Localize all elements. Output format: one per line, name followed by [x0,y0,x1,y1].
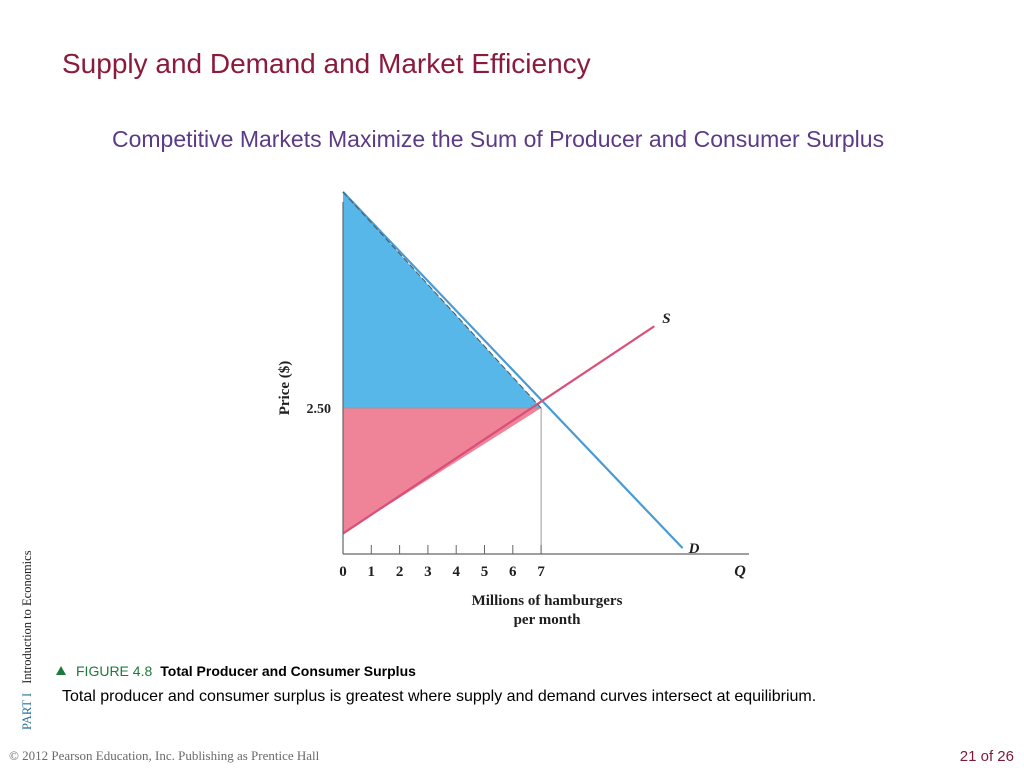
demand-label: D [688,541,700,557]
x-tick-label: 7 [537,564,545,580]
x-axis-label-line2: per month [514,612,581,628]
slide-title: Supply and Demand and Market Efficiency [62,48,591,79]
x-tick-label: 4 [452,564,460,580]
side-label-part-number: I [20,692,34,698]
surplus-chart: 0 1 2 3 4 5 6 7 Q 2.50 Price ($) Millions of hambur… [277,191,749,628]
copyright-text: © 2012 Pearson Education, Inc. Publishin… [9,748,320,763]
y-tick-label: 2.50 [307,402,332,417]
triangle-icon [56,666,66,675]
supply-label: S [662,311,670,327]
slide-subtitle: Competitive Markets Maximize the Sum of … [112,126,885,152]
page-number: 21 of 26 [959,748,1014,765]
y-axis-label: Price ($) [277,361,293,416]
demand-curve [342,191,684,549]
figure-title: Total Producer and Consumer Surplus [160,663,416,679]
x-tick-label: 5 [481,564,489,580]
x-axis-letter: Q [734,563,746,580]
x-axis-label-line1: Millions of hamburgers [472,593,623,609]
figure-caption: FIGURE 4.8 Total Producer and Consumer Su… [56,663,416,680]
supply-curve [342,325,655,535]
figure-description: Total producer and consumer surplus is g… [62,688,817,705]
x-tick-label: 1 [368,564,376,580]
x-tick-label: 2 [396,564,404,580]
figure-number: FIGURE 4.8 [76,663,153,679]
x-tick-label: 0 [339,564,347,580]
demand-curve-dashed [342,191,542,409]
producer-surplus-area [343,408,542,534]
side-label-part: PART [20,700,34,730]
x-tick-label: 6 [509,564,517,580]
x-tick-label: 3 [424,564,432,580]
